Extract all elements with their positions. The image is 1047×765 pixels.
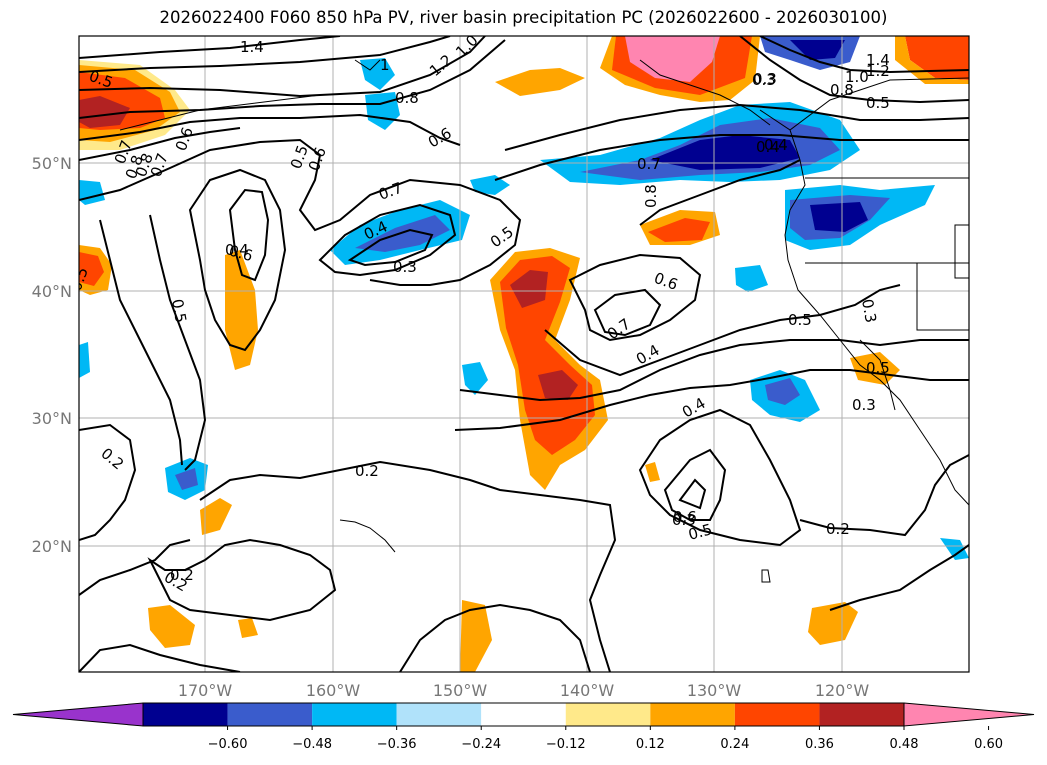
contour-label: 0.8 bbox=[395, 89, 419, 107]
colorbar-extend-low bbox=[12, 702, 144, 727]
colorbar-tick-label: −0.36 bbox=[377, 737, 417, 752]
contour-label: 0.4 bbox=[764, 136, 788, 154]
contour-label: 0.3 bbox=[852, 396, 876, 414]
latitude-labels: 50°N 40°N 30°N 20°N bbox=[32, 154, 72, 556]
lon-label: 150°W bbox=[433, 681, 488, 700]
lon-label: 170°W bbox=[178, 681, 233, 700]
colorbar: −0.60 −0.48 −0.36 −0.24 −0.12 0.12 0.24 0.36 0.4… bbox=[12, 702, 1035, 752]
contour-label: 0.5 bbox=[168, 298, 190, 325]
colorbar-tick-label: 0.48 bbox=[890, 737, 919, 752]
contour-label: 0.8 bbox=[830, 81, 854, 99]
lon-label: 160°W bbox=[306, 681, 361, 700]
colorbar-bin bbox=[312, 703, 397, 726]
contour-label: 0.5 bbox=[686, 520, 714, 544]
colorbar-tick-label: 0.60 bbox=[974, 737, 1003, 752]
lon-label: 140°W bbox=[560, 681, 615, 700]
lat-label: 30°N bbox=[32, 409, 72, 428]
contour-label: 0.3 bbox=[858, 298, 880, 325]
map-title: 2026022400 F060 850 hPa PV, river basin … bbox=[159, 8, 888, 27]
colorbar-tick-label: −0.48 bbox=[292, 737, 332, 752]
contour-label: 0.7 bbox=[637, 155, 661, 173]
colorbar-bin bbox=[650, 703, 735, 726]
colorbar-outline bbox=[142, 702, 905, 727]
contour-label: 0.2 bbox=[170, 566, 194, 584]
contour-label: 0.4 bbox=[756, 138, 780, 156]
colorbar-tick-label: −0.12 bbox=[546, 737, 586, 752]
colorbar-bin bbox=[143, 703, 228, 726]
contour-label: 0.6 bbox=[673, 508, 697, 526]
map-frame bbox=[78, 35, 970, 673]
colorbar-bin bbox=[734, 703, 820, 726]
lat-label: 50°N bbox=[32, 154, 72, 173]
contour-label: 0.8 bbox=[642, 184, 660, 208]
colorbar-bin bbox=[396, 703, 482, 726]
contour-label: 1.0 bbox=[845, 68, 869, 86]
contour-label: 0.3 bbox=[753, 70, 777, 88]
colorbar-tick-label: 0.36 bbox=[805, 737, 834, 752]
pv-contours bbox=[79, 36, 969, 672]
colorbar-tick-label: 0.24 bbox=[720, 737, 749, 752]
graticule bbox=[79, 36, 969, 672]
contour-label: 0.3 bbox=[672, 511, 696, 529]
contour-label: 0.5 bbox=[866, 94, 890, 112]
contour-label: 1 bbox=[380, 56, 390, 74]
contour-label: 0.5 bbox=[866, 359, 890, 377]
contour-label: 0.3 bbox=[393, 258, 417, 276]
colorbar-tick-label: −0.24 bbox=[461, 737, 501, 752]
contour-label: 0.5 bbox=[788, 311, 812, 329]
contour-label: 0.3 bbox=[752, 71, 776, 89]
contour-label: 0.6 bbox=[227, 241, 255, 265]
colorbar-bin bbox=[227, 703, 313, 726]
longitude-labels: 170°W 160°W 150°W 140°W 130°W 120°W bbox=[178, 681, 870, 700]
lat-label: 20°N bbox=[32, 537, 72, 556]
contour-label: 0.4 bbox=[225, 241, 249, 259]
colorbar-bin bbox=[565, 703, 651, 726]
colorbar-extend-high bbox=[903, 702, 1035, 727]
colorbar-bin bbox=[819, 703, 904, 726]
lat-label: 40°N bbox=[32, 282, 72, 301]
lon-label: 120°W bbox=[815, 681, 870, 700]
colorbar-tick-label: 0.12 bbox=[636, 737, 665, 752]
contour-label: 1.4 bbox=[866, 51, 890, 69]
colorbar-bin bbox=[481, 703, 566, 726]
contour-label: 1.2 bbox=[866, 62, 890, 80]
colorbar-tick-label: −0.60 bbox=[208, 737, 248, 752]
contour-label: 1.4 bbox=[240, 38, 264, 56]
contour-label: 0.2 bbox=[355, 462, 379, 480]
lon-label: 130°W bbox=[687, 681, 742, 700]
contour-label: 0.2 bbox=[826, 520, 850, 538]
